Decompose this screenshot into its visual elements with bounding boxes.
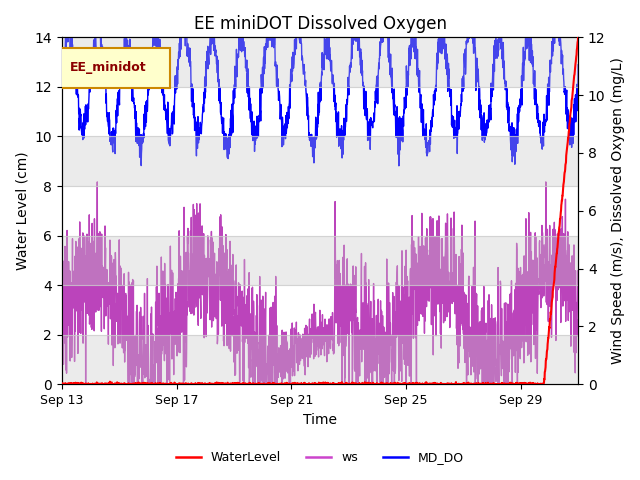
Bar [62, 136, 578, 186]
Bar [62, 37, 578, 87]
Y-axis label: Wind Speed (m/s), Dissolved Oxygen (mg/L): Wind Speed (m/s), Dissolved Oxygen (mg/L… [611, 58, 625, 364]
Y-axis label: Water Level (cm): Water Level (cm) [15, 152, 29, 270]
Title: EE miniDOT Dissolved Oxygen: EE miniDOT Dissolved Oxygen [193, 15, 447, 33]
FancyBboxPatch shape [60, 48, 170, 88]
X-axis label: Time: Time [303, 413, 337, 427]
Bar [62, 335, 578, 384]
Bar [62, 236, 578, 285]
Legend: WaterLevel, ws, MD_DO: WaterLevel, ws, MD_DO [171, 446, 469, 469]
Text: EE_minidot: EE_minidot [70, 61, 147, 74]
